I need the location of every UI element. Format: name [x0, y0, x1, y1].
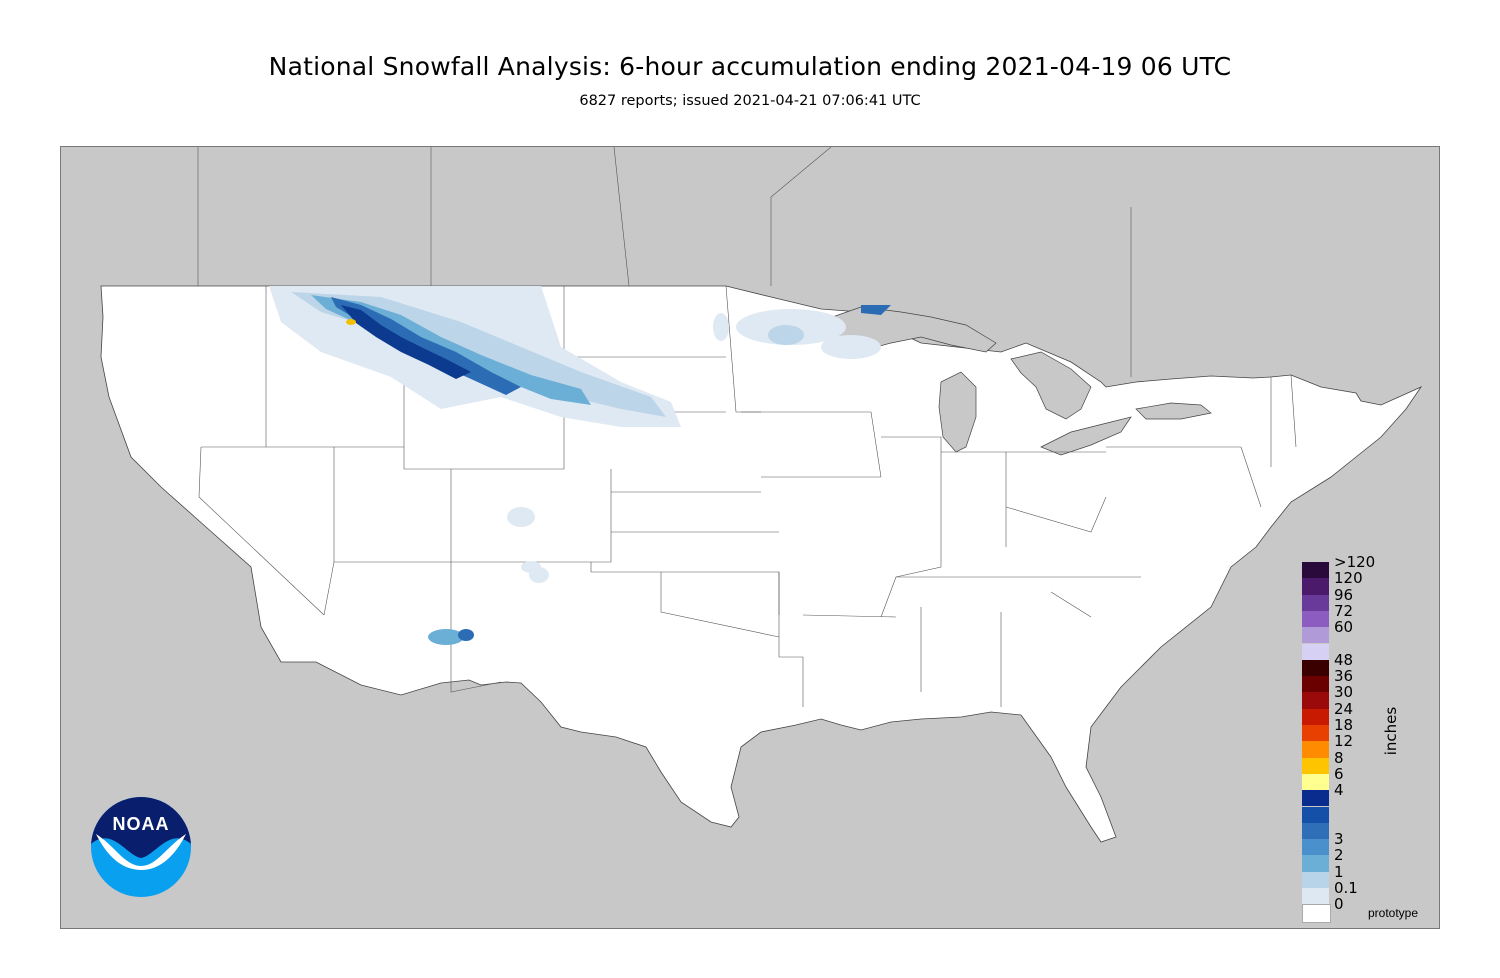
legend-tick-label: 60 — [1334, 618, 1354, 637]
legend-tick-label: 120 — [1334, 569, 1363, 588]
legend-swatch — [1302, 757, 1329, 774]
map-subtitle: 6827 reports; issued 2021-04-21 07:06:41… — [579, 93, 921, 109]
us-map — [100, 147, 1423, 843]
legend-tick-label: 18 — [1334, 716, 1354, 734]
legend-tick-label: 8 — [1334, 748, 1344, 767]
legend-tick-label: 4 — [1334, 781, 1344, 800]
legend-swatch — [1302, 725, 1329, 742]
legend-swatch — [1302, 904, 1331, 923]
legend-swatch — [1302, 741, 1329, 758]
legend-tick-label: 12 — [1334, 732, 1354, 751]
legend-swatch — [1302, 627, 1329, 644]
legend-swatch — [1302, 790, 1329, 807]
legend-tick-label: 0.1 — [1334, 879, 1358, 897]
international-borders — [197, 147, 1132, 377]
legend-tick-label: 6 — [1334, 764, 1344, 783]
legend-swatch — [1302, 643, 1329, 660]
lake-erie — [1040, 416, 1132, 456]
legend-swatch — [1302, 708, 1329, 725]
map-panel — [60, 146, 1440, 929]
legend-swatch — [1302, 594, 1329, 611]
legend-tick-label: 0 — [1334, 895, 1344, 914]
legend-swatch — [1302, 610, 1329, 628]
legend-swatch — [1302, 855, 1329, 872]
legend-swatch — [1302, 578, 1329, 595]
legend-tick-label: 72 — [1334, 601, 1354, 620]
prototype-stamp: prototype — [1368, 906, 1419, 920]
legend-tick-label: 36 — [1334, 667, 1354, 686]
noaa-logo — [91, 797, 191, 897]
noaa-logo-text: NOAA — [112, 814, 170, 834]
legend-swatch — [1302, 676, 1329, 693]
legend-tick-label: 1 — [1334, 862, 1344, 881]
legend-swatch — [1302, 888, 1329, 905]
legend-tick-label: 96 — [1334, 585, 1354, 604]
legend-tick-label: 30 — [1334, 683, 1354, 702]
lake-michigan — [938, 371, 977, 453]
legend-tick-label: >120 — [1334, 553, 1376, 571]
lake-ontario — [1135, 402, 1212, 420]
legend-swatch — [1302, 871, 1329, 888]
legend-swatch — [1302, 806, 1329, 823]
legend-tick-label: 24 — [1334, 699, 1354, 718]
legend-swatch — [1302, 692, 1329, 709]
legend-tick-label: 2 — [1334, 846, 1344, 865]
map-title: National Snowfall Analysis: 6-hour accum… — [268, 52, 1232, 81]
legend-swatch — [1302, 659, 1329, 677]
lake-huron — [1010, 351, 1092, 420]
legend-tick-label: 48 — [1334, 650, 1354, 669]
legend-units: inches — [1382, 706, 1400, 756]
legend-swatch — [1302, 822, 1329, 840]
legend-swatch — [1302, 562, 1329, 579]
legend-tick-label: 3 — [1334, 830, 1344, 849]
snowfall-shading — [269, 286, 891, 645]
legend-swatch — [1302, 773, 1329, 791]
us-landmass — [100, 285, 1423, 843]
legend-swatch — [1302, 839, 1329, 856]
